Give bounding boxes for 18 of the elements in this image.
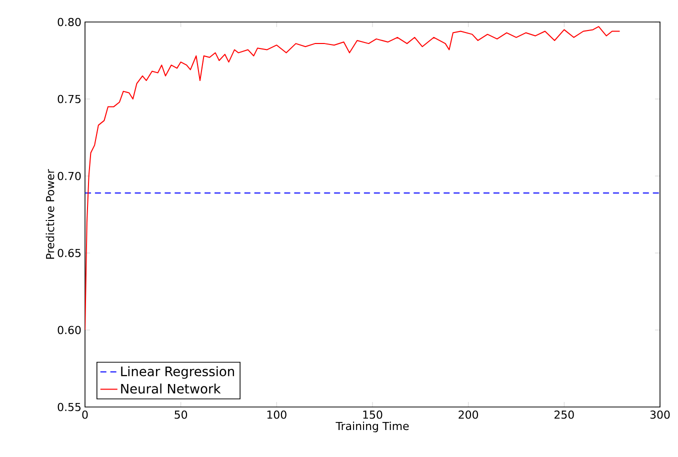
text: 0.65 [58, 248, 81, 258]
x-tick-label: 0 [82, 410, 88, 419]
x-tick-label: 300 [650, 410, 670, 419]
y-axis-title: Predictive Power [46, 169, 54, 259]
x-axis-title: Training Time [336, 422, 409, 432]
y-tick-label: 0.60 [58, 326, 81, 334]
y-tick-label: 0.70 [58, 172, 81, 180]
line-series [85, 26, 620, 330]
text: 0.55 [58, 402, 81, 412]
x-tick-label: 200 [458, 410, 478, 419]
x-tick-label: 150 [363, 410, 382, 419]
y-tick-label: 0.80 [58, 18, 81, 26]
x-tick-label: 100 [267, 410, 286, 419]
text: 0.75 [58, 94, 81, 104]
legend-label: Linear Regression [121, 366, 234, 379]
legend-label: Neural Network [121, 384, 221, 394]
x-tick-label: 50 [174, 410, 188, 419]
x-tick-label: 250 [554, 410, 574, 419]
